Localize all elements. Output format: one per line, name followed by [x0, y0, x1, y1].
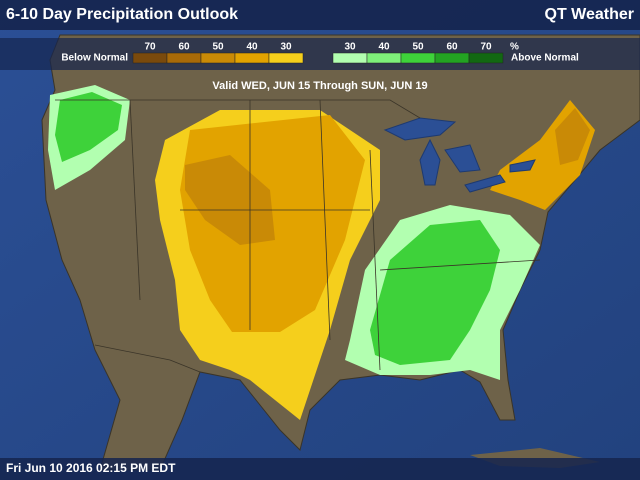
legend-value: 70: [480, 42, 492, 53]
state-line: [319, 99, 331, 341]
legend-swatch: [268, 52, 304, 64]
legend-swatch: [332, 52, 368, 64]
legend-value: 40: [378, 42, 390, 53]
legend-swatch: [468, 52, 504, 64]
lake-ontario: [509, 159, 536, 173]
valid-period: Valid WED, JUN 15 Through SUN, JUN 19: [212, 80, 427, 92]
title: 6-10 Day Precipitation Outlook: [6, 6, 238, 23]
legend-value: 30: [280, 42, 292, 53]
legend-bar: [0, 38, 640, 70]
unit-label: %: [510, 42, 519, 53]
above-normal-northwest-core: [55, 92, 122, 162]
great-lakes: [383, 117, 536, 193]
legend-swatch: [200, 52, 236, 64]
lake-superior: [383, 117, 457, 141]
legend-value: 50: [412, 42, 424, 53]
legend-swatch: [166, 52, 202, 64]
legend-swatch: [132, 52, 168, 64]
below-normal-50: [185, 155, 275, 245]
state-line: [379, 259, 541, 271]
borders: [55, 99, 541, 373]
legend-swatch: [400, 52, 436, 64]
legend-value: 50: [212, 42, 224, 53]
legend-value: 40: [246, 42, 258, 53]
legend-swatch: [234, 52, 270, 64]
above-normal-southeast-core: [370, 220, 500, 365]
header-bar: [0, 0, 640, 30]
legend-value: 60: [446, 42, 458, 53]
brand: QT Weather: [545, 6, 635, 23]
canada-border: [55, 99, 421, 119]
timestamp: Fri Jun 10 2016 02:15 PM EDT: [6, 461, 176, 475]
lake-michigan: [419, 138, 441, 186]
legend-value: 70: [144, 42, 156, 53]
state-line: [369, 149, 381, 371]
legend-value: 60: [178, 42, 190, 53]
footer-bar: [0, 458, 640, 480]
below-normal-label: Below Normal: [61, 53, 128, 64]
above-normal-label: Above Normal: [511, 53, 579, 64]
mexico-border: [94, 344, 201, 373]
legend-swatch: [366, 52, 402, 64]
lake-erie: [464, 174, 506, 193]
below-normal-northeast-core: [555, 108, 590, 165]
lake-huron: [444, 144, 481, 173]
state-line: [129, 99, 141, 301]
legend-value: 30: [344, 42, 356, 53]
legend-swatch: [434, 52, 470, 64]
